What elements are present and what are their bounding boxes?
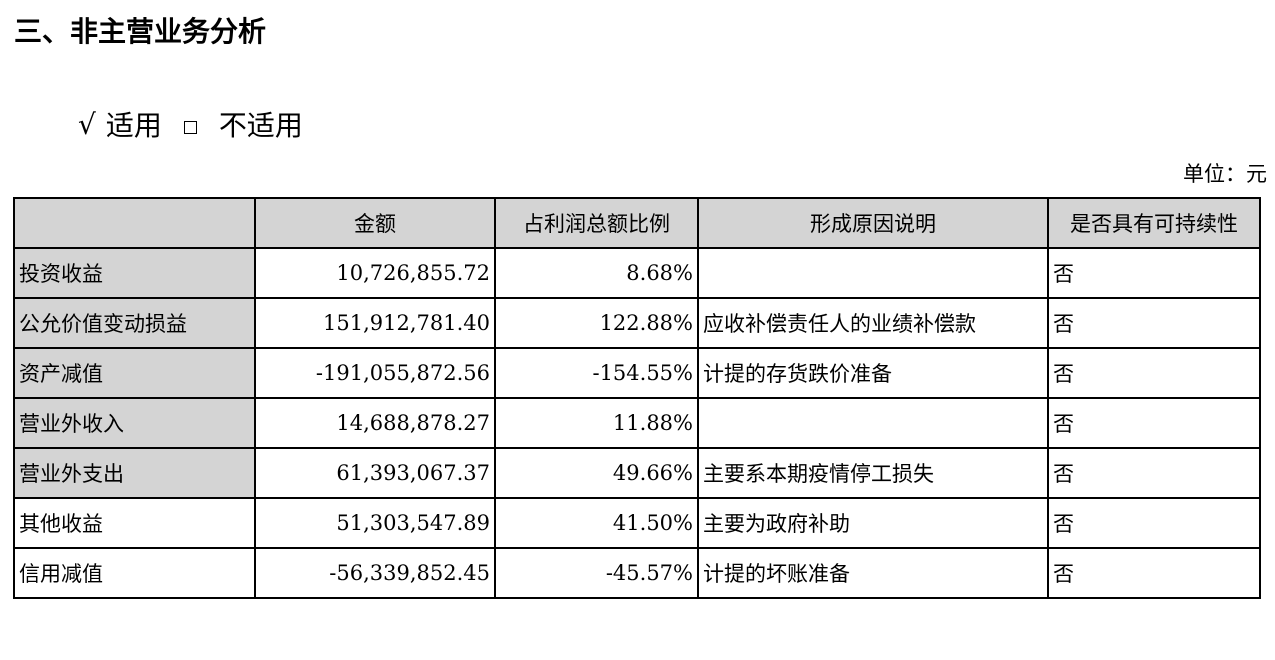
table-row: 其他收益 51,303,547.89 41.50% 主要为政府补助否 xyxy=(13,497,1261,549)
sustainable-cell: 否 xyxy=(1047,247,1261,299)
check-mark-icon: √ xyxy=(78,107,96,141)
table-row: 营业外支出 61,393,067.37 49.66% 主要系本期疫情停工损失否 xyxy=(13,447,1261,499)
ratio-cell: -154.55% xyxy=(494,347,699,399)
unit-label: 单位：元 xyxy=(1183,162,1267,186)
amount-cell: 10,726,855.72 xyxy=(254,247,496,299)
header-cell: 金额 xyxy=(254,197,496,249)
sustainable-cell: 否 xyxy=(1047,297,1261,349)
amount-cell: 51,303,547.89 xyxy=(254,497,496,549)
ratio-cell: 122.88% xyxy=(494,297,699,349)
item-cell: 资产减值 xyxy=(13,347,256,399)
ratio-cell: -45.57% xyxy=(494,547,699,599)
header-cell: 形成原因说明 xyxy=(697,197,1049,249)
header-cell: 占利润总额比例 xyxy=(494,197,699,249)
header-cell xyxy=(13,197,256,249)
amount-cell: 151,912,781.40 xyxy=(254,297,496,349)
table-row: 投资收益 10,726,855.72 8.68% 否 xyxy=(13,247,1261,299)
item-cell: 营业外支出 xyxy=(13,447,256,499)
item-cell: 投资收益 xyxy=(13,247,256,299)
item-cell: 信用减值 xyxy=(13,547,256,599)
header-cell: 是否具有可持续性 xyxy=(1047,197,1261,249)
table-row: 资产减值 -191,055,872.56 -154.55% 计提的存货跌价准备否 xyxy=(13,347,1261,399)
amount-cell: 61,393,067.37 xyxy=(254,447,496,499)
reason-cell: 主要为政府补助 xyxy=(697,497,1049,549)
non-core-business-table: 金额 占利润总额比例 形成原因说明 是否具有可持续性 投资收益 10,726,85… xyxy=(13,197,1261,599)
reason-cell: 计提的存货跌价准备 xyxy=(697,347,1049,399)
item-cell: 营业外收入 xyxy=(13,397,256,449)
ratio-cell: 11.88% xyxy=(494,397,699,449)
sustainable-cell: 否 xyxy=(1047,447,1261,499)
empty-checkbox-icon xyxy=(183,120,197,134)
item-cell: 公允价值变动损益 xyxy=(13,297,256,349)
not-applicable-label: 不适用 xyxy=(218,109,303,142)
sustainable-cell: 否 xyxy=(1047,547,1261,599)
applicable-label: 适用 xyxy=(105,109,162,142)
ratio-cell: 41.50% xyxy=(494,497,699,549)
sustainable-cell: 否 xyxy=(1047,347,1261,399)
reason-cell xyxy=(697,247,1049,299)
applicability-line: √ 适用 不适用 xyxy=(78,104,303,144)
sustainable-cell: 否 xyxy=(1047,397,1261,449)
reason-cell xyxy=(697,397,1049,449)
table-row: 公允价值变动损益 151,912,781.40 122.88% 应收补偿责任人的业绩补… xyxy=(13,297,1261,349)
item-cell: 其他收益 xyxy=(13,497,256,549)
table-header-row: 金额 占利润总额比例 形成原因说明 是否具有可持续性 xyxy=(13,197,1261,249)
ratio-cell: 8.68% xyxy=(494,247,699,299)
section-title: 三、非主营业务分析 xyxy=(14,15,267,48)
table-row: 信用减值 -56,339,852.45 -45.57% 计提的坏账准备否 xyxy=(13,547,1261,599)
amount-cell: -56,339,852.45 xyxy=(254,547,496,599)
ratio-cell: 49.66% xyxy=(494,447,699,499)
sustainable-cell: 否 xyxy=(1047,497,1261,549)
table-row: 营业外收入 14,688,878.27 11.88% 否 xyxy=(13,397,1261,449)
reason-cell: 主要系本期疫情停工损失 xyxy=(697,447,1049,499)
reason-cell: 应收补偿责任人的业绩补偿款 xyxy=(697,297,1049,349)
amount-cell: -191,055,872.56 xyxy=(254,347,496,399)
amount-cell: 14,688,878.27 xyxy=(254,397,496,449)
reason-cell: 计提的坏账准备 xyxy=(697,547,1049,599)
